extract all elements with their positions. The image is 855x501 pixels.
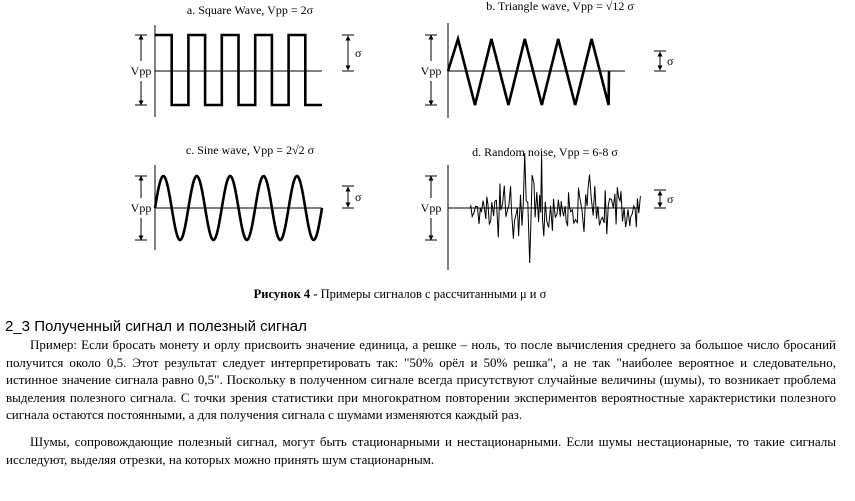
waveform-panel-square: a. Square Wave, Vpp = 2σ Vpp σ	[131, 3, 362, 117]
vpp-label: Vpp	[421, 201, 442, 215]
paragraph: Пример: Если бросать монету и орлу присв…	[6, 337, 836, 423]
vpp-label: Vpp	[421, 64, 442, 78]
sigma-label: σ	[667, 54, 674, 68]
sigma-label: σ	[667, 192, 674, 206]
panel-title: a. Square Wave, Vpp = 2σ	[187, 3, 314, 17]
panel-title: b. Triangle wave, Vpp = √12 σ	[486, 0, 634, 13]
panel-title: c. Sine wave, Vpp = 2√2 σ	[186, 143, 315, 157]
sine-wave-trace	[153, 174, 324, 242]
figure-caption: Рисунок 4 - Примеры сигналов с рассчитан…	[253, 287, 547, 301]
sigma-label: σ	[355, 190, 362, 204]
paragraph: Шумы, сопровождающие полезный сигнал, мо…	[6, 434, 836, 467]
waveform-panel-sine: c. Sine wave, Vpp = 2√2 σ Vpp σ	[131, 143, 362, 250]
waveform-panel-triangle: b. Triangle wave, Vpp = √12 σ Vpp σ	[421, 0, 674, 118]
triangle-wave-trace	[446, 34, 611, 106]
noise-wave-trace	[469, 152, 641, 264]
square-wave-trace	[155, 33, 322, 107]
vpp-label: Vpp	[131, 201, 152, 215]
section-heading: 2_3 Полученный сигнал и полезный сигнал	[5, 318, 307, 335]
sigma-label: σ	[355, 46, 362, 60]
vpp-label: Vpp	[131, 64, 152, 78]
panel-title: d. Random noise, Vpp = 6-8 σ	[472, 145, 618, 159]
waveform-panel-noise: d. Random noise, Vpp = 6-8 σ Vpp σ	[421, 145, 674, 270]
